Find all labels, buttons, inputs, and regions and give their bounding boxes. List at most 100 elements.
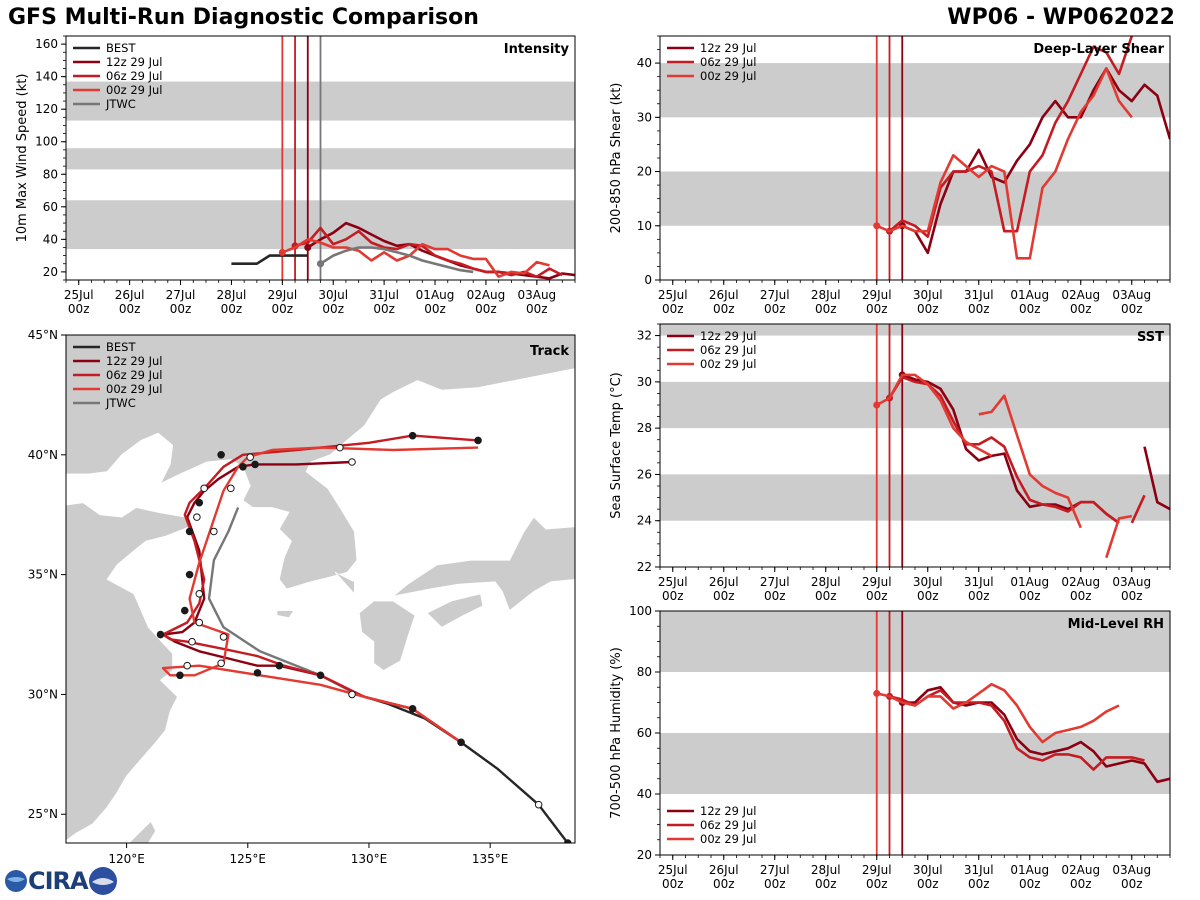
x-tick-label: 135°E bbox=[472, 852, 509, 866]
storm-id: WP06 - WP062022 bbox=[947, 5, 1175, 30]
track-position-marker bbox=[348, 458, 356, 466]
legend-entry: 06z 29 Jul bbox=[106, 368, 163, 382]
track-position-marker bbox=[227, 484, 235, 493]
legend-entry: 00z 29 Jul bbox=[106, 83, 163, 97]
x-tick-label: 00z bbox=[815, 877, 837, 891]
track-position-marker bbox=[219, 633, 228, 641]
globe-icon bbox=[5, 870, 27, 892]
track-position-marker bbox=[217, 451, 225, 459]
panel-title: Intensity bbox=[504, 42, 570, 57]
y-tick-label: 20 bbox=[637, 848, 652, 862]
y-tick-label: 140 bbox=[35, 70, 58, 84]
track-position-marker bbox=[180, 606, 189, 615]
x-tick-label: 31Jul bbox=[964, 575, 994, 589]
x-tick-label: 00z bbox=[866, 302, 888, 316]
x-tick-label: 31Jul bbox=[369, 288, 399, 302]
y-tick-label: 35°N bbox=[28, 568, 58, 582]
x-tick-label: 00z bbox=[1070, 302, 1092, 316]
x-tick-label: 31Jul bbox=[964, 863, 994, 877]
track-position-marker bbox=[185, 527, 194, 536]
y-axis-label: Sea Surface Temp (°C) bbox=[609, 372, 624, 519]
series-line bbox=[231, 254, 308, 265]
x-tick-label: 30Jul bbox=[913, 863, 943, 877]
y-tick-label: 30 bbox=[637, 375, 652, 389]
y-tick-label: 100 bbox=[35, 135, 58, 149]
track-position-marker bbox=[348, 690, 356, 699]
x-tick-label: 00z bbox=[68, 302, 90, 316]
x-tick-label: 00z bbox=[968, 589, 990, 603]
track-position-marker bbox=[210, 527, 218, 536]
x-tick-label: 00z bbox=[968, 877, 990, 891]
track-line bbox=[161, 446, 479, 744]
track-position-marker bbox=[336, 443, 344, 452]
x-tick-label: 00z bbox=[662, 877, 684, 891]
y-tick-label: 40 bbox=[637, 56, 652, 70]
x-tick-label: 00z bbox=[272, 302, 294, 316]
x-tick-label: 30Jul bbox=[318, 288, 348, 302]
land-taiwan bbox=[128, 820, 157, 843]
series-line bbox=[319, 246, 474, 274]
colorado-state-icon bbox=[88, 867, 117, 895]
y-tick-label: 22 bbox=[637, 560, 652, 574]
x-tick-label: 00z bbox=[662, 302, 684, 316]
x-tick-label: 00z bbox=[764, 302, 786, 316]
x-tick-label: 27Jul bbox=[760, 863, 790, 877]
x-tick-label: 29Jul bbox=[862, 575, 892, 589]
land-honshu bbox=[392, 516, 575, 612]
track-position-marker bbox=[457, 738, 465, 747]
legend-entry: 12z 29 Jul bbox=[700, 329, 757, 343]
series-start-marker bbox=[304, 243, 312, 251]
x-tick-label: 27Jul bbox=[760, 288, 790, 302]
series-line bbox=[876, 67, 1133, 260]
legend-entry: 12z 29 Jul bbox=[700, 41, 757, 55]
legend-entry: 00z 29 Jul bbox=[700, 832, 757, 846]
x-tick-label: 00z bbox=[764, 589, 786, 603]
panel-sst: 22242628303225Jul00z26Jul00z27Jul00z28Ju… bbox=[609, 323, 1171, 603]
legend-entry: 06z 29 Jul bbox=[700, 343, 757, 357]
x-tick-label: 27Jul bbox=[760, 575, 790, 589]
y-tick-label: 40 bbox=[43, 232, 58, 246]
x-tick-label: 00z bbox=[322, 302, 344, 316]
x-tick-label: 00z bbox=[866, 589, 888, 603]
x-tick-label: 29Jul bbox=[862, 863, 892, 877]
panel-track: 120°E 125°E 130°E 135°E 25°N 30°N 35°N 40°N 45°N… bbox=[28, 328, 576, 866]
x-tick-label: 02Aug bbox=[1061, 288, 1100, 302]
x-tick-label: 25Jul bbox=[64, 288, 94, 302]
track-position-marker bbox=[176, 671, 184, 680]
y-tick-label: 24 bbox=[637, 514, 652, 528]
series-start-marker bbox=[873, 401, 881, 409]
x-tick-label: 120°E bbox=[108, 852, 145, 866]
x-tick-label: 30Jul bbox=[913, 288, 943, 302]
y-tick-label: 80 bbox=[637, 665, 652, 679]
track-position-marker bbox=[195, 618, 204, 627]
series-line bbox=[1143, 446, 1170, 511]
legend-entry: 12z 29 Jul bbox=[106, 354, 163, 368]
legend-entry: 06z 29 Jul bbox=[106, 69, 163, 83]
y-tick-label: 60 bbox=[637, 726, 652, 740]
track-position-marker bbox=[239, 462, 247, 471]
track-position-marker bbox=[195, 589, 204, 598]
land-asia-north bbox=[66, 335, 575, 590]
x-tick-label: 02Aug bbox=[1061, 575, 1100, 589]
x-tick-label: 130°E bbox=[351, 852, 388, 866]
x-tick-label: 26Jul bbox=[709, 863, 739, 877]
x-tick-label: 26Jul bbox=[115, 288, 145, 302]
track-position-marker bbox=[217, 659, 225, 668]
y-tick-label: 20 bbox=[637, 165, 652, 179]
series-line bbox=[281, 238, 550, 278]
x-tick-label: 00z bbox=[475, 302, 497, 316]
track-position-marker bbox=[185, 570, 194, 579]
x-tick-label: 25Jul bbox=[658, 575, 688, 589]
y-tick-label: 45°N bbox=[28, 328, 58, 342]
x-tick-label: 25Jul bbox=[658, 863, 688, 877]
shaded-band bbox=[660, 324, 1170, 336]
legend-entry: 06z 29 Jul bbox=[700, 818, 757, 832]
x-tick-label: 00z bbox=[968, 302, 990, 316]
x-tick-label: 28Jul bbox=[811, 863, 841, 877]
x-tick-label: 03Aug bbox=[1112, 288, 1151, 302]
legend-entry: 00z 29 Jul bbox=[700, 69, 757, 83]
shaded-band bbox=[660, 474, 1170, 521]
y-tick-label: 28 bbox=[637, 421, 652, 435]
track-position-marker bbox=[193, 513, 201, 521]
panel-title: Mid-Level RH bbox=[1068, 617, 1164, 632]
